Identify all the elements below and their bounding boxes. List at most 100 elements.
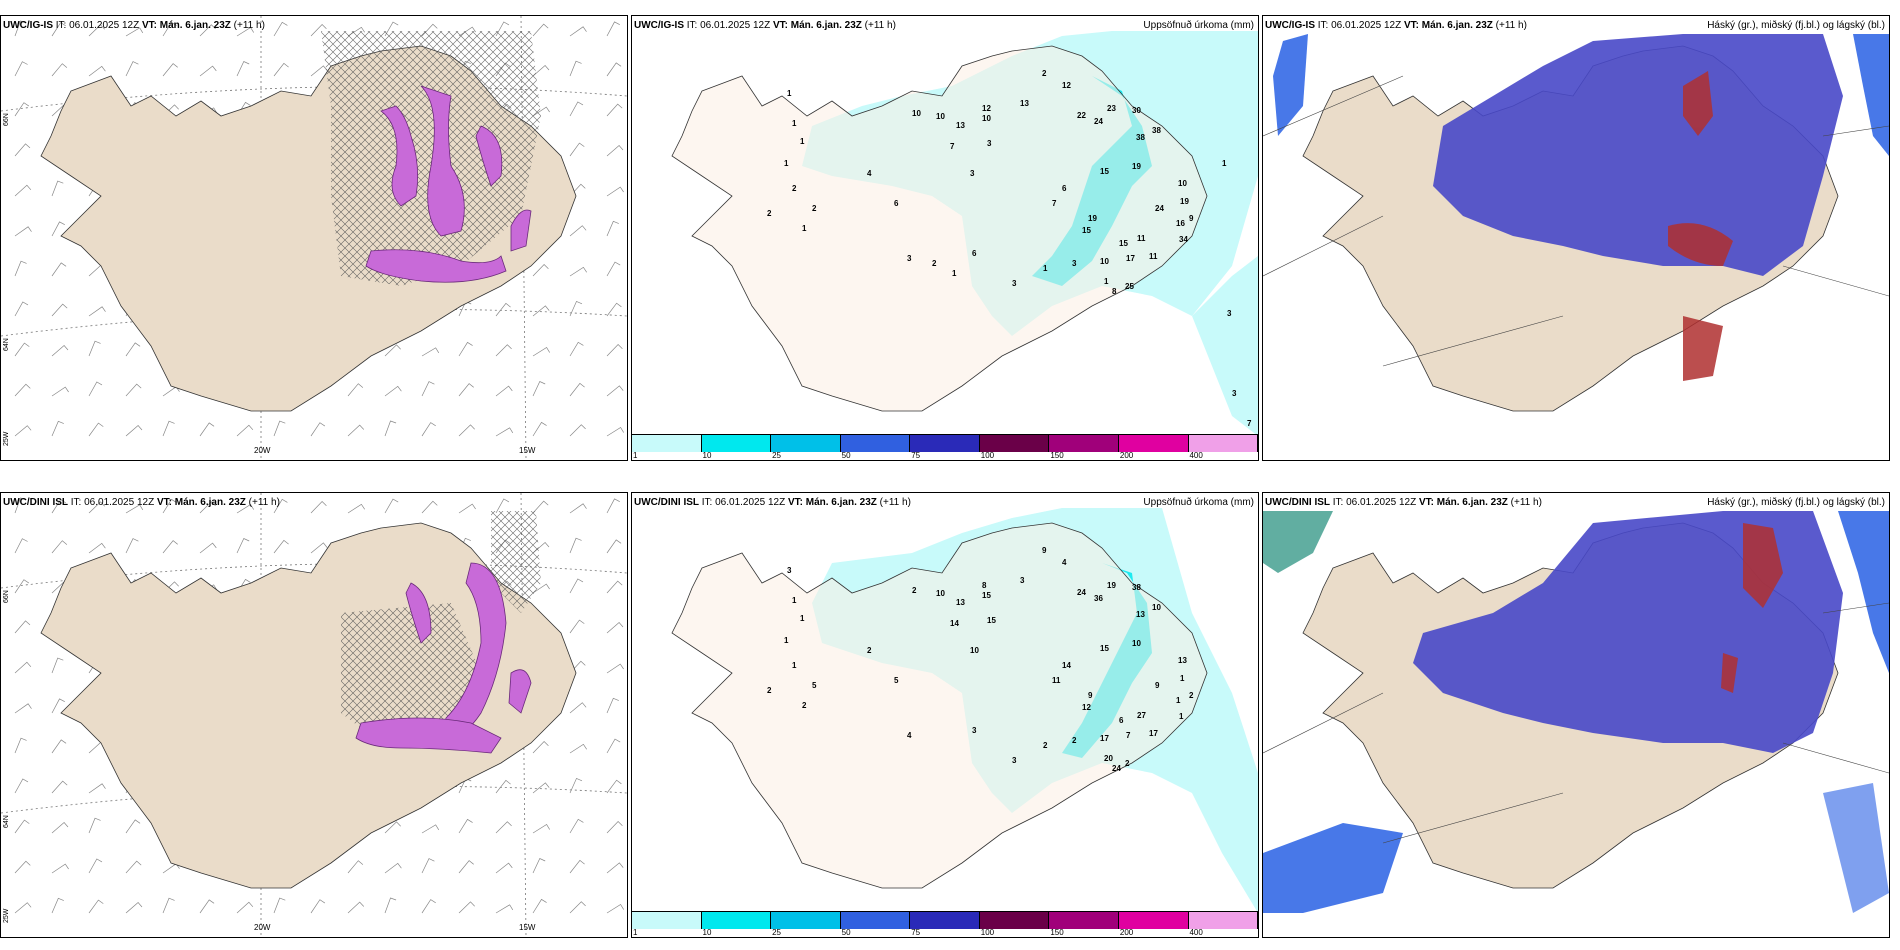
wind-barb — [495, 427, 514, 437]
precip-value-label: 4 — [867, 169, 872, 178]
wind-barb — [606, 21, 620, 37]
wind-barb — [51, 22, 66, 37]
wind-barb — [88, 783, 106, 794]
colorbar-label: 150 — [1050, 928, 1064, 937]
wind-map — [1, 16, 627, 460]
wind-barb — [14, 860, 31, 874]
precip-value-label: 6 — [972, 249, 977, 258]
wind-barb — [88, 65, 106, 77]
precip-value-label: 17 — [1100, 734, 1109, 743]
iceland-landmass — [671, 522, 1208, 889]
wind-barb — [273, 897, 286, 914]
wind-barb — [606, 427, 624, 437]
wind-barb — [51, 780, 68, 794]
wind-barb — [421, 899, 436, 914]
low-cloud-east — [1853, 34, 1889, 156]
wind-barb — [88, 24, 105, 37]
colorbar-swatch — [979, 912, 1050, 929]
vt-label: VT: — [1418, 497, 1434, 508]
wind-barb — [347, 860, 364, 874]
precip-value-label: 9 — [1189, 214, 1194, 223]
precip-value-label: 1 — [784, 636, 789, 645]
wind-barb — [532, 782, 550, 794]
precip-value-label: 10 — [982, 114, 991, 123]
precip-value-label: 15 — [987, 616, 996, 625]
model-name: UWC/DINI ISL — [3, 497, 68, 508]
wind-barb — [569, 424, 586, 437]
precip-value-label: 13 — [1178, 656, 1187, 665]
lon-label-25: 25W — [3, 908, 10, 923]
precip-colorbar: 1 10 25 50 75 100 150 200 400 — [632, 434, 1258, 460]
wind-barb — [569, 578, 584, 594]
wind-barb — [14, 579, 30, 594]
wind-barb — [532, 421, 547, 437]
precip-value-label: 1 — [800, 614, 805, 623]
wind-barb — [14, 778, 29, 794]
precip-value-label: 2 — [1189, 691, 1194, 700]
precip-value-label: 7 — [1052, 199, 1057, 208]
wind-map-panel-ig-is: UWC/IG-IS IT: 06.01.2025 12Z VT: Mán. 6.… — [0, 15, 628, 461]
lon-label-25: 25W — [3, 431, 10, 446]
wind-barb — [347, 901, 365, 914]
precip-value-label: 19 — [1107, 581, 1116, 590]
wind-barb — [162, 540, 178, 554]
wind-barb — [51, 420, 64, 437]
precip-value-label: 11 — [1137, 234, 1146, 243]
precip-value-label: 13 — [956, 121, 965, 130]
field-title: Háský (gr.), miðský (fj.bl.) og lágský (… — [1707, 20, 1885, 31]
mid-cloud-area — [1413, 511, 1843, 753]
precip-value-label: 3 — [1227, 309, 1232, 318]
wind-barb — [606, 904, 624, 914]
panel-header: UWC/DINI ISL IT: 06.01.2025 12Z VT: Mán.… — [3, 497, 280, 508]
wind-barb — [51, 698, 65, 714]
wind-barb — [14, 342, 30, 357]
wind-barb — [125, 819, 141, 834]
precip-value-label: 15 — [982, 591, 991, 600]
precip-value-label: 9 — [1042, 546, 1047, 555]
wind-barb — [125, 504, 144, 514]
precip-value-label: 3 — [787, 566, 792, 575]
lon-label-20: 20W — [254, 446, 271, 455]
wind-barb — [88, 817, 101, 834]
wind-barb — [51, 345, 69, 357]
cloud-map-panel-ig-is: UWC/IG-IS IT: 06.01.2025 12Z VT: Mán. 6.… — [1262, 15, 1890, 461]
wind-barb — [51, 63, 68, 77]
wind-barb — [310, 899, 326, 914]
wind-barb — [569, 702, 587, 714]
wind-barb — [236, 27, 254, 37]
panel-header: UWC/DINI ISL IT: 06.01.2025 12Z VT: Mán.… — [634, 497, 911, 508]
colorbar-label: 100 — [980, 451, 995, 460]
wind-barb — [532, 65, 550, 77]
wind-barb — [14, 538, 28, 554]
precip-value-label: 24 — [1155, 204, 1164, 213]
wind-barb — [51, 303, 68, 317]
wind-barb — [495, 904, 514, 914]
lat-label-66: 66N — [3, 113, 10, 126]
wind-barb — [125, 902, 143, 914]
wind-barb — [606, 862, 624, 874]
wind-barb — [384, 862, 402, 874]
precip-value-label: 2 — [1072, 736, 1077, 745]
wind-barb — [606, 821, 623, 834]
wind-barb — [125, 860, 142, 874]
wind-barb — [458, 818, 473, 834]
precip-value-label: 10 — [1178, 179, 1187, 188]
model-name: UWC/IG-IS — [1265, 20, 1315, 31]
wind-barb — [384, 897, 397, 914]
precip-value-label: 6 — [1119, 716, 1124, 725]
precip-value-label: 2 — [767, 686, 772, 695]
colorbar-swatch — [1049, 912, 1119, 929]
precip-value-label: 3 — [1020, 576, 1025, 585]
precip-value-label: 11 — [1052, 676, 1061, 685]
precip-value-label: 13 — [1136, 610, 1145, 619]
iceland-landmass — [671, 45, 1208, 412]
it-label: IT: — [1317, 20, 1329, 31]
valid-time: Mán. 6.jan. 23Z — [805, 497, 877, 508]
precip-value-label: 4 — [907, 731, 912, 740]
it-label: IT: — [701, 497, 713, 508]
precip-value-label: 7 — [1247, 419, 1252, 428]
vt-label: VT: — [787, 497, 803, 508]
precip-value-label: 3 — [1072, 259, 1077, 268]
colorbar-label: 1 — [633, 928, 638, 937]
